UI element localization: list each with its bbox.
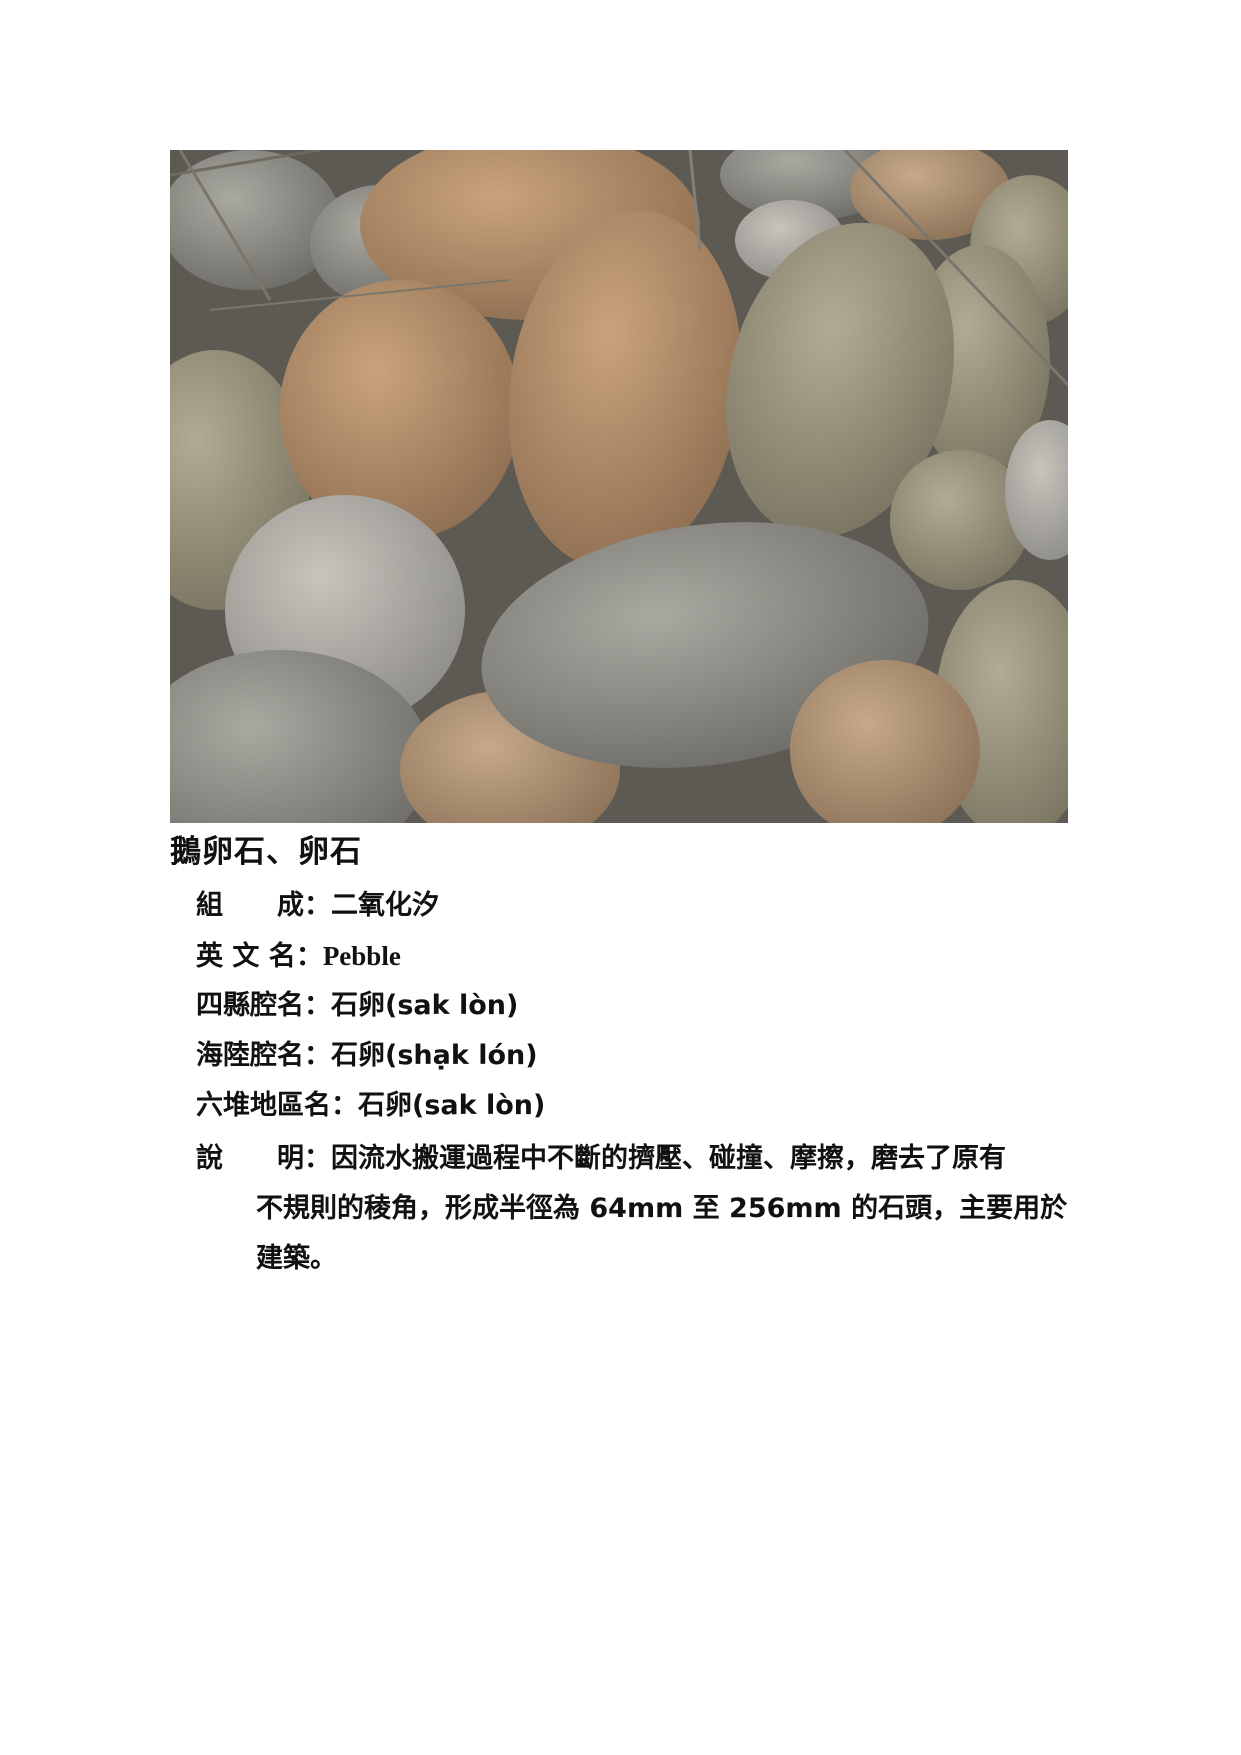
field-hailu-name: 海陸腔名：石卵(shạk lón): [196, 1034, 538, 1078]
field-value: 石卵(sak lòn): [358, 1090, 546, 1121]
colon: ：: [331, 1090, 358, 1121]
field-sixian-name: 四縣腔名：石卵(sak lòn): [196, 984, 518, 1028]
page-title: 鵝卵石、卵石: [170, 834, 362, 870]
field-value: 石卵(sak lòn): [331, 990, 519, 1021]
field-label: 組 成: [196, 890, 304, 921]
description: 說 明：因流水搬運過程中不斷的擠壓、碰撞、摩擦，磨去了原有 不規則的稜角，形成半…: [196, 1134, 1076, 1284]
colon: ：: [304, 1040, 331, 1071]
field-label: 英 文 名: [196, 941, 296, 972]
description-line-2: 不規則的稜角，形成半徑為 64mm 至 256mm 的石頭，主要用於: [256, 1193, 1068, 1224]
field-composition: 組 成：二氧化汐: [196, 884, 439, 928]
description-line-3: 建築。: [256, 1243, 337, 1274]
colon: ：: [295, 941, 323, 972]
pebble-photo: [170, 150, 1068, 823]
field-english-name: 英 文 名：Pebble: [196, 934, 401, 978]
field-label: 四縣腔名: [196, 990, 304, 1021]
field-label: 六堆地區名: [196, 1090, 331, 1121]
colon: ：: [304, 990, 331, 1021]
description-line-1: 因流水搬運過程中不斷的擠壓、碰撞、摩擦，磨去了原有: [331, 1143, 1006, 1174]
field-value: 石卵(shạk lón): [331, 1040, 538, 1071]
field-label: 海陸腔名: [196, 1040, 304, 1071]
field-liudui-name: 六堆地區名：石卵(sak lòn): [196, 1084, 545, 1128]
colon: ：: [304, 1143, 331, 1174]
colon: ：: [304, 890, 331, 921]
field-value: Pebble: [322, 941, 401, 971]
description-label: 說 明: [196, 1143, 304, 1174]
field-value: 二氧化汐: [331, 890, 439, 921]
